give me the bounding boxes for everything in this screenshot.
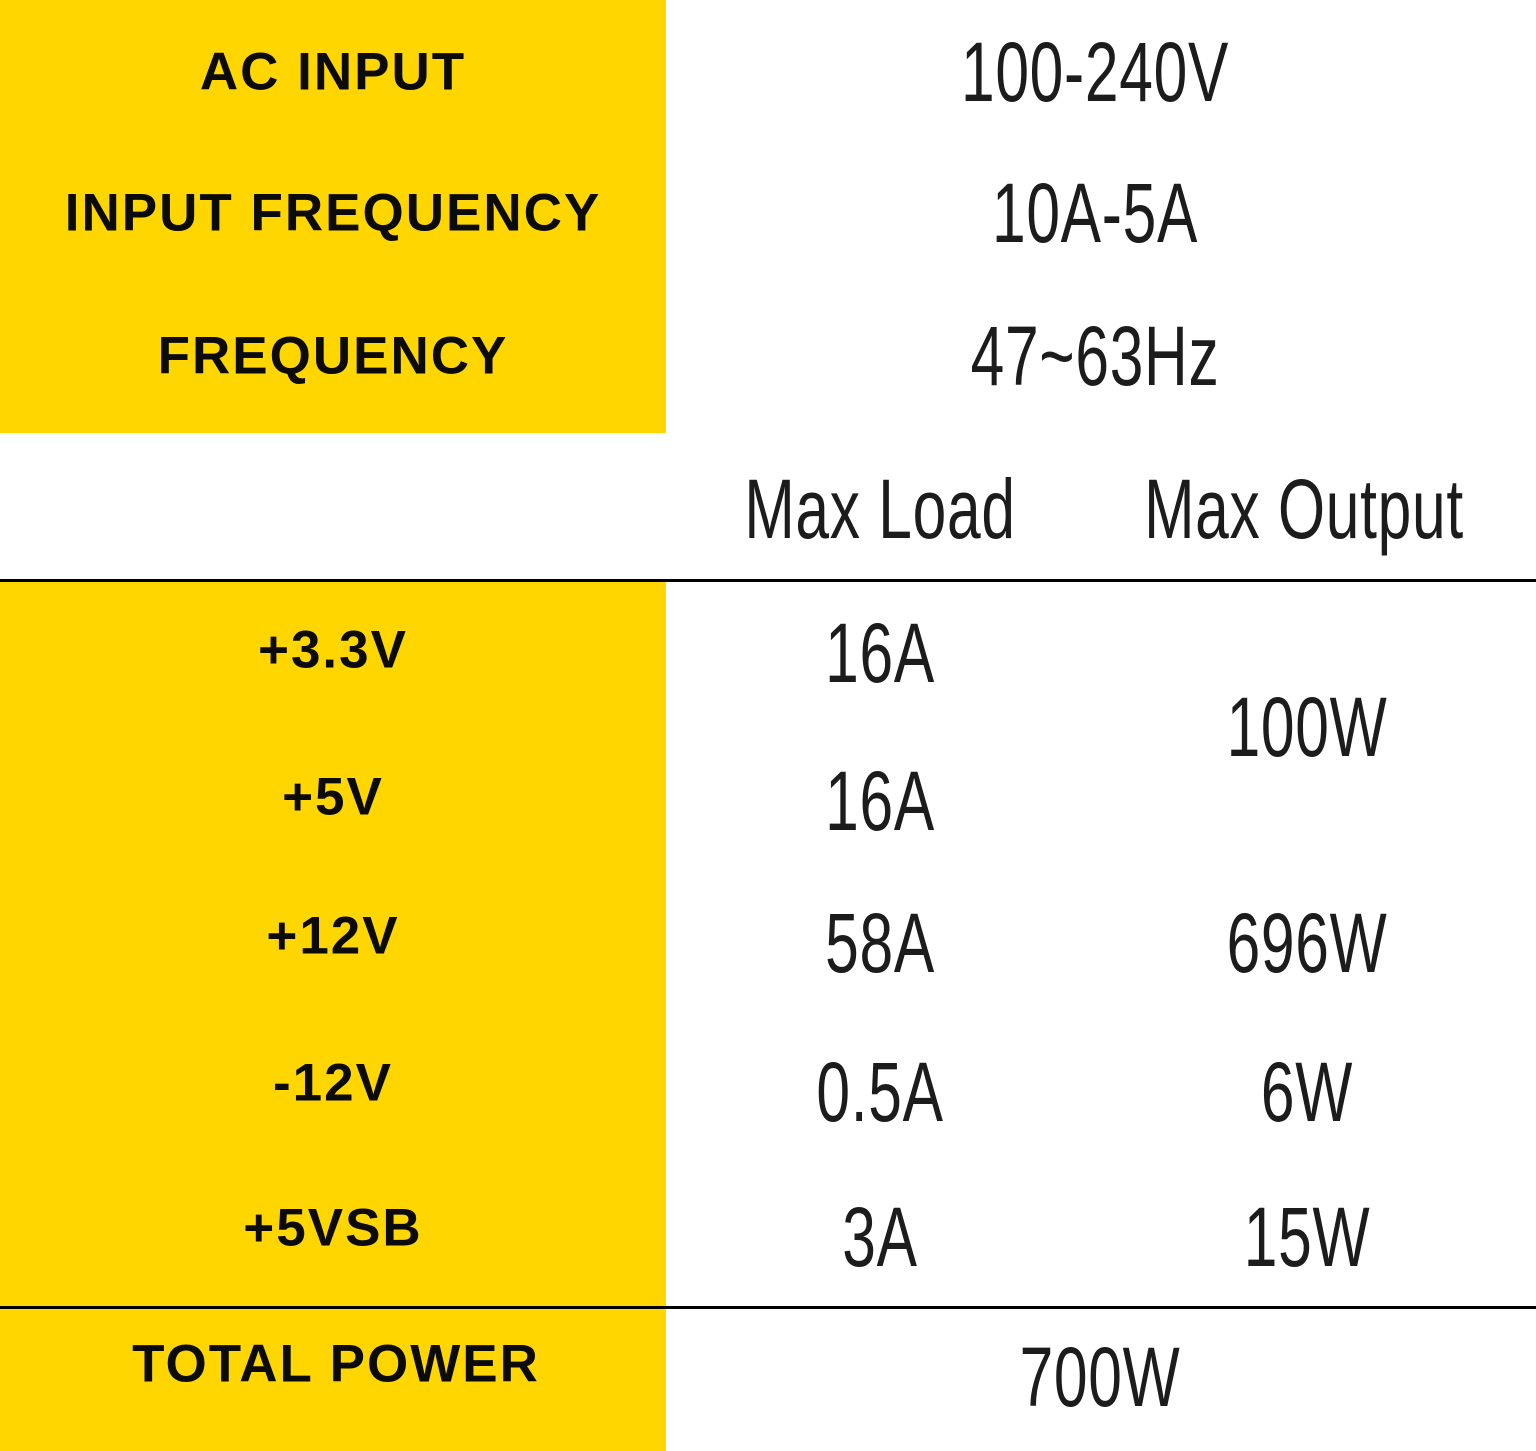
rail-label-3v3: +3.3V bbox=[258, 620, 408, 680]
divider-line-bottom bbox=[0, 1306, 1536, 1309]
rail-load-12v-text: 58A bbox=[825, 896, 935, 990]
column-header-max-load: Max Load bbox=[692, 467, 1069, 551]
row-value-input-frequency: 10A-5A bbox=[952, 171, 1238, 255]
rail-load-3v3: 16A bbox=[804, 611, 956, 695]
row-label-ac-input: AC INPUT bbox=[199, 42, 467, 102]
rail-output-shared-3v3-5v: 100W bbox=[1195, 685, 1418, 769]
rail-load-5v-text: 16A bbox=[825, 754, 935, 848]
rail-load-12v: 58A bbox=[804, 901, 956, 985]
rail-output-12v-text: 696W bbox=[1226, 896, 1388, 990]
total-power-value-text: 700W bbox=[1019, 1330, 1181, 1424]
rail-label-12v: +12V bbox=[266, 906, 400, 966]
row-value-frequency-text: 47~63Hz bbox=[970, 309, 1220, 403]
row-value-input-frequency-text: 10A-5A bbox=[991, 166, 1199, 260]
rail-load-5v: 16A bbox=[804, 759, 956, 843]
column-header-max-output: Max Output bbox=[1082, 467, 1526, 551]
rail-load-3v3-text: 16A bbox=[825, 606, 935, 700]
rail-output-shared-3v3-5v-text: 100W bbox=[1226, 680, 1388, 774]
row-value-frequency: 47~63Hz bbox=[922, 314, 1268, 398]
divider-line-top bbox=[0, 579, 1536, 582]
rail-load-5vsb: 3A bbox=[828, 1195, 933, 1279]
rail-label-5vsb: +5VSB bbox=[243, 1198, 423, 1258]
row-label-input-frequency: INPUT FREQUENCY bbox=[64, 183, 602, 243]
rail-load-neg12v-text: 0.5A bbox=[816, 1045, 944, 1139]
total-section-background bbox=[0, 1309, 666, 1451]
rail-output-5vsb: 15W bbox=[1219, 1195, 1395, 1279]
total-power-value: 700W bbox=[988, 1335, 1211, 1419]
rail-load-5vsb-text: 3A bbox=[842, 1190, 918, 1284]
column-header-max-load-text: Max Load bbox=[744, 462, 1016, 556]
input-section-background bbox=[0, 0, 666, 433]
row-value-ac-input: 100-240V bbox=[909, 30, 1281, 114]
rail-output-5vsb-text: 15W bbox=[1243, 1190, 1371, 1284]
rail-load-neg12v: 0.5A bbox=[792, 1050, 969, 1134]
rail-output-12v: 696W bbox=[1195, 901, 1418, 985]
row-label-frequency: FREQUENCY bbox=[157, 326, 509, 386]
column-header-max-output-text: Max Output bbox=[1144, 462, 1464, 556]
total-power-label: TOTAL POWER bbox=[132, 1334, 540, 1394]
row-value-ac-input-text: 100-240V bbox=[960, 25, 1230, 119]
rail-output-neg12v: 6W bbox=[1243, 1050, 1371, 1134]
rail-label-5v: +5V bbox=[282, 767, 384, 827]
rail-output-neg12v-text: 6W bbox=[1260, 1045, 1354, 1139]
rails-section-background bbox=[0, 582, 666, 1306]
rail-label-neg12v: -12V bbox=[273, 1053, 393, 1113]
